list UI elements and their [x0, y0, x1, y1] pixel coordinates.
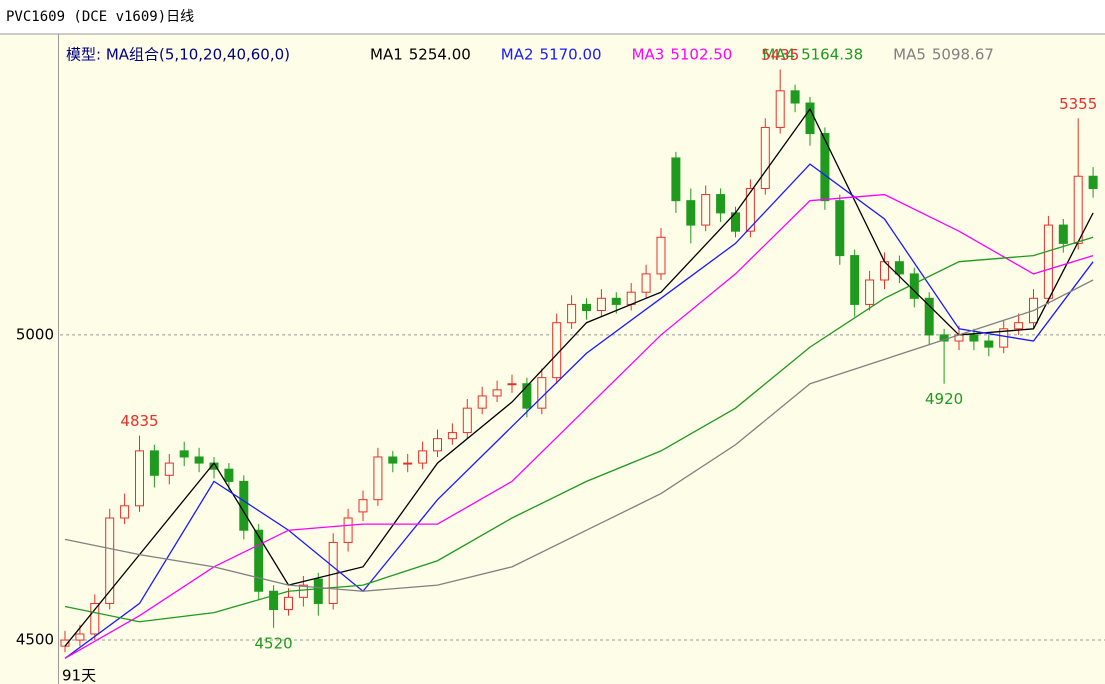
- candle-body: [254, 529, 264, 592]
- chart-title: PVC1609 (DCE v1609)日线: [6, 9, 194, 25]
- y-tick-label: 4500: [16, 631, 54, 649]
- ma-line: [64, 279, 1094, 592]
- candle-body: [433, 438, 442, 452]
- candle-body: [552, 322, 562, 379]
- candle-body: [269, 590, 279, 611]
- candle-body: [462, 407, 472, 434]
- candle-body: [1043, 224, 1053, 299]
- candle-body: [656, 236, 666, 275]
- legend-name: MA2: [501, 46, 534, 64]
- candle-body: [298, 584, 308, 598]
- candle-body: [671, 157, 681, 202]
- extreme-label: 4520: [255, 634, 293, 652]
- candle-body: [194, 456, 204, 464]
- candle-body: [865, 279, 875, 305]
- candle-body: [894, 261, 904, 275]
- candle-body: [790, 90, 800, 104]
- candle-body: [135, 450, 144, 507]
- candle-body: [835, 200, 845, 257]
- candle-body: [179, 450, 189, 458]
- candle-body: [149, 450, 159, 476]
- ma-line: [64, 236, 1094, 623]
- candle-body: [477, 395, 487, 409]
- ma-line: [64, 193, 1094, 659]
- legend-value: 5170.00: [540, 46, 602, 64]
- candle-body: [388, 456, 398, 464]
- legend-name: MA4: [762, 46, 795, 64]
- candle-body: [120, 505, 130, 519]
- legend-value: 5098.67: [932, 46, 994, 64]
- candle-body: [745, 187, 755, 232]
- model-label: 模型: MA组合(5,10,20,40,60,0): [66, 46, 290, 64]
- candle-body: [984, 340, 994, 348]
- ma-line: [64, 163, 1094, 659]
- legend-name: MA1: [370, 46, 403, 64]
- candle-body: [999, 328, 1009, 348]
- candle-body: [537, 377, 547, 409]
- candle-body: [716, 194, 726, 214]
- candle-body: [567, 303, 577, 324]
- candle-body: [760, 126, 770, 189]
- candle-body: [418, 450, 428, 464]
- y-tick-label: 5000: [16, 325, 54, 343]
- legend-value: 5164.38: [801, 46, 863, 64]
- candle-body: [90, 602, 100, 635]
- candle-body: [924, 297, 934, 336]
- candle-body: [1058, 224, 1068, 244]
- extreme-label: 5355: [1059, 95, 1097, 113]
- candle-body: [313, 578, 323, 604]
- candle-body: [596, 297, 606, 312]
- candle-body: [641, 273, 651, 293]
- candle-body: [701, 194, 711, 226]
- candle-body: [805, 102, 815, 135]
- candle-body: [522, 383, 532, 409]
- candle-body: [582, 303, 591, 312]
- extreme-label: 4920: [925, 390, 963, 408]
- candle-body: [611, 297, 621, 305]
- candle-body: [1088, 175, 1098, 189]
- ma-line: [64, 107, 1094, 647]
- legend-name: MA5: [893, 46, 926, 64]
- candle-body: [224, 468, 234, 482]
- candle-body: [447, 432, 457, 440]
- extreme-label: 5435: [761, 46, 799, 64]
- candle-body: [507, 383, 517, 386]
- candle-body: [969, 334, 979, 342]
- candle-body: [1073, 175, 1083, 244]
- candle-body: [358, 499, 368, 513]
- candle-body: [820, 133, 830, 202]
- footer: 91天: [62, 667, 96, 684]
- candle-body: [850, 255, 860, 305]
- candle-body: [164, 462, 174, 476]
- title-bar: [0, 0, 1105, 34]
- candle-body: [492, 389, 502, 397]
- candle-body: [775, 90, 785, 128]
- candle-body: [239, 480, 249, 531]
- candle-body: [75, 633, 85, 641]
- candle-body: [284, 596, 293, 611]
- candle-body: [105, 517, 115, 604]
- legend-value: 5102.50: [670, 46, 732, 64]
- legend-name: MA3: [632, 46, 665, 64]
- extreme-label: 4835: [120, 412, 158, 430]
- candle-body: [373, 456, 383, 501]
- candle-body: [343, 517, 353, 543]
- candle-body: [403, 462, 413, 465]
- legend-value: 5254.00: [409, 46, 471, 64]
- candle-body: [1014, 322, 1024, 330]
- candle-body: [686, 200, 696, 226]
